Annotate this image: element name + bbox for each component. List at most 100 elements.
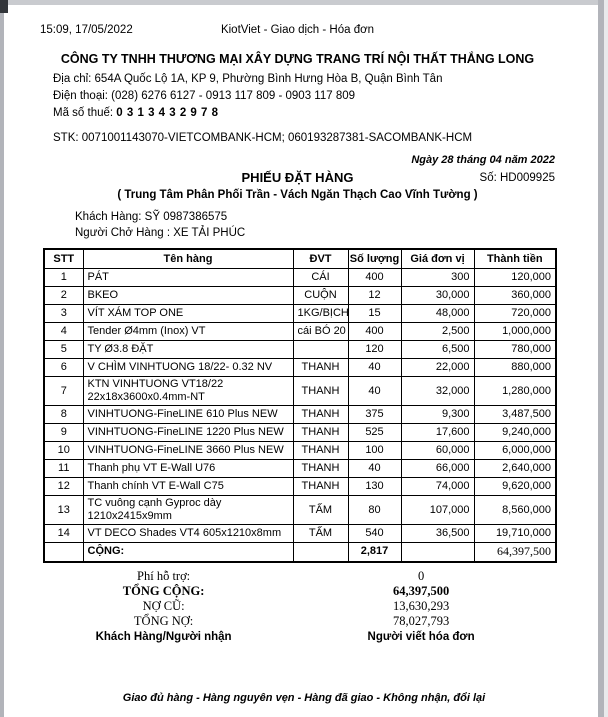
summary-row-grand-total: TỔNG CỘNG: 64,397,500 xyxy=(40,584,555,599)
cell-stt: 10 xyxy=(43,441,84,460)
cell-price: 60,000 xyxy=(400,441,475,460)
table-row: 3 VÍT XÁM TOP ONE 1KG/BỊCH 15 48,000 720… xyxy=(43,304,557,323)
total-stt-empty xyxy=(43,542,84,562)
table-row: 9 VINHTUONG-FineLINE 1220 Plus NEW THANH… xyxy=(43,423,557,442)
cell-price: 9,300 xyxy=(400,405,475,424)
cell-unit: 1KG/BỊCH xyxy=(292,304,349,323)
cell-price: 107,000 xyxy=(400,495,475,525)
party-block: Khách Hàng: SỸ 0987386575 Người Chở Hàng… xyxy=(75,209,555,241)
table-row: 7 KTN VINHTUONG VT18/22 22x18x3600x0.4mm… xyxy=(43,376,557,406)
tax-label: Mã số thuế: xyxy=(53,107,117,119)
cell-unit: TẤM xyxy=(292,524,349,543)
col-header-qty: Số lượng xyxy=(347,248,402,269)
cell-unit: THANH xyxy=(292,459,349,478)
document-subtitle: ( Trung Tâm Phân Phối Trần - Vách Ngăn T… xyxy=(117,189,478,201)
bank-accounts: STK: 0071001143070-VIETCOMBANK-HCM; 0601… xyxy=(53,132,473,144)
cell-amount: 8,560,000 xyxy=(473,495,557,525)
cell-stt: 14 xyxy=(43,524,84,543)
cell-qty: 12 xyxy=(347,286,402,305)
cell-qty: 40 xyxy=(347,358,402,377)
cell-price: 2,500 xyxy=(400,322,475,341)
cell-qty: 375 xyxy=(347,405,402,424)
fee-label: Phí hỗ trợ: xyxy=(137,568,191,583)
company-info-block: Địa chỉ: 654A Quốc Lộ 1A, KP 9, Phường B… xyxy=(53,71,555,122)
cell-stt: 8 xyxy=(43,405,84,424)
cell-amount: 9,240,000 xyxy=(473,423,557,442)
old-debt-label: NỢ CŨ: xyxy=(142,598,185,613)
col-header-price: Giá đơn vị xyxy=(400,248,475,269)
order-date: Ngày 28 tháng 04 năm 2022 xyxy=(411,154,555,166)
col-header-unit: ĐVT xyxy=(292,248,349,269)
cell-unit: cái BÓ 20 xyxy=(292,322,349,341)
cell-unit: CÁI xyxy=(292,268,349,287)
col-header-name: Tên hàng xyxy=(82,248,294,269)
table-total-row: CỘNG: 2,817 64,397,500 xyxy=(43,542,557,562)
cell-price: 74,000 xyxy=(400,477,475,496)
summary-row-fee: Phí hỗ trợ: 0 xyxy=(40,569,555,584)
cell-name: Tender Ø4mm (Inox) VT xyxy=(82,322,294,341)
cell-price: 66,000 xyxy=(400,459,475,478)
table-row: 2 BKEO CUỘN 12 30,000 360,000 xyxy=(43,286,557,305)
cell-amount: 3,487,500 xyxy=(473,405,557,424)
cell-amount: 780,000 xyxy=(473,340,557,359)
table-row: 10 VINHTUONG-FineLINE 3660 Plus NEW THAN… xyxy=(43,441,557,460)
cell-name: PÁT xyxy=(82,268,294,287)
cell-stt: 3 xyxy=(43,304,84,323)
cell-stt: 7 xyxy=(43,376,84,406)
cell-name: TY Ø3.8 ĐẶT xyxy=(82,340,294,359)
summary-row-total-debt: TỔNG NỢ: 78,027,793 xyxy=(40,614,555,629)
col-header-amount: Thành tiền xyxy=(473,248,557,269)
cell-amount: 1,000,000 xyxy=(473,322,557,341)
total-debt-label: TỔNG NỢ: xyxy=(133,613,194,628)
total-debt-value: 78,027,793 xyxy=(392,613,450,628)
signature-row: Khách Hàng/Người nhận Người viết hóa đơn xyxy=(40,629,555,645)
cell-amount: 9,620,000 xyxy=(473,477,557,496)
cell-qty: 100 xyxy=(347,441,402,460)
cell-stt: 13 xyxy=(43,495,84,525)
cell-qty: 540 xyxy=(347,524,402,543)
print-timestamp: 15:09, 17/05/2022 xyxy=(40,24,133,36)
cell-name: KTN VINHTUONG VT18/22 22x18x3600x0.4mm-N… xyxy=(82,376,294,406)
cell-name: VINHTUONG-FineLINE 1220 Plus NEW xyxy=(82,423,294,442)
document-title: PHIẾU ĐẶT HÀNG xyxy=(241,170,354,185)
old-debt-value: 13,630,293 xyxy=(392,598,450,613)
cell-stt: 1 xyxy=(43,268,84,287)
signature-writer: Người viết hóa đơn xyxy=(367,630,475,643)
document-content: 15:09, 17/05/2022 KiotViet - Giao dịch -… xyxy=(40,0,557,645)
summary-row-old-debt: NỢ CŨ: 13,630,293 xyxy=(40,599,555,614)
cell-qty: 120 xyxy=(347,340,402,359)
cell-qty: 400 xyxy=(347,322,402,341)
cell-name: Thanh chính VT E-Wall C75 xyxy=(82,477,294,496)
cell-price: 17,600 xyxy=(400,423,475,442)
cell-amount: 360,000 xyxy=(473,286,557,305)
grand-total-label: TỔNG CỘNG: xyxy=(122,583,205,598)
table-header-row: STT Tên hàng ĐVT Số lượng Giá đơn vị Thà… xyxy=(43,248,557,269)
cell-stt: 5 xyxy=(43,340,84,359)
cell-price: 300 xyxy=(400,268,475,287)
window-right-edge xyxy=(598,0,604,717)
cell-name: VINHTUONG-FineLINE 3660 Plus NEW xyxy=(82,441,294,460)
cell-stt: 6 xyxy=(43,358,84,377)
cell-price: 32,000 xyxy=(400,376,475,406)
col-header-stt: STT xyxy=(43,248,84,269)
cell-unit: THANH xyxy=(292,405,349,424)
cell-name: VÍT XÁM TOP ONE xyxy=(82,304,294,323)
grand-total-value: 64,397,500 xyxy=(392,583,450,598)
table-row: 8 VINHTUONG-FineLINE 610 Plus NEW THANH … xyxy=(43,405,557,424)
table-row: 5 TY Ø3.8 ĐẶT 120 6,500 780,000 xyxy=(43,340,557,359)
document-number: Số: HD009925 xyxy=(479,172,555,184)
cell-unit: THANH xyxy=(292,477,349,496)
cell-name: TC vuông cạnh Gyproc dày 1210x2415x9mm xyxy=(82,495,294,525)
title-row: PHIẾU ĐẶT HÀNG Số: HD009925 xyxy=(40,170,555,187)
cell-price: 36,500 xyxy=(400,524,475,543)
cell-name: VINHTUONG-FineLINE 610 Plus NEW xyxy=(82,405,294,424)
cell-stt: 9 xyxy=(43,423,84,442)
cell-unit xyxy=(292,340,349,359)
print-source-title: KiotViet - Giao dịch - Hóa đơn xyxy=(220,24,375,36)
cell-stt: 2 xyxy=(43,286,84,305)
table-row: 12 Thanh chính VT E-Wall C75 THANH 130 7… xyxy=(43,477,557,496)
cell-name: BKEO xyxy=(82,286,294,305)
table-row: 13 TC vuông cạnh Gyproc dày 1210x2415x9m… xyxy=(43,495,557,525)
cell-amount: 880,000 xyxy=(473,358,557,377)
